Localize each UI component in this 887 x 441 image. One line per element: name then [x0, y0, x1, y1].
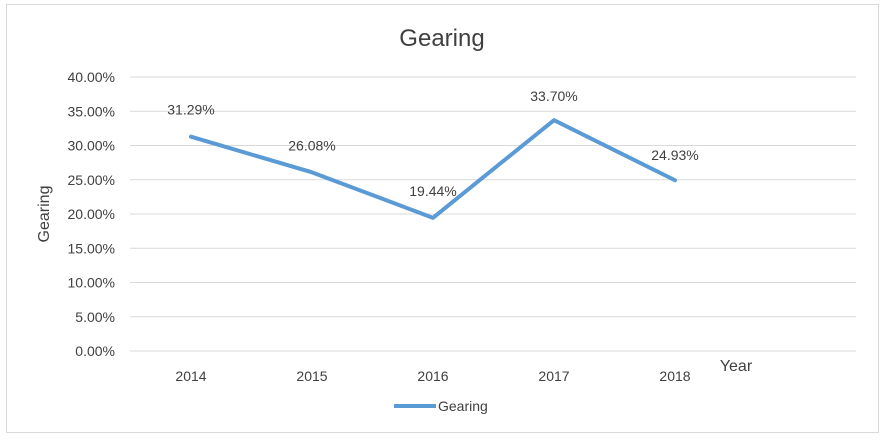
x-tick-label: 2015	[296, 368, 327, 384]
y-axis-ticks: 0.00% 5.00% 10.00% 15.00% 20.00% 25.00% 30.00%…	[68, 69, 115, 359]
data-label: 26.08%	[288, 137, 335, 153]
data-label: 31.29%	[167, 102, 214, 118]
legend-label: Gearing	[438, 398, 488, 414]
chart-frame	[6, 4, 879, 433]
legend: Gearing	[394, 398, 488, 414]
data-label: 19.44%	[409, 183, 456, 199]
y-tick-label: 0.00%	[75, 343, 115, 359]
gridlines	[130, 76, 856, 352]
chart-title: Gearing	[399, 25, 484, 52]
data-labels: 31.29% 26.08% 19.44% 33.70% 24.93%	[167, 88, 698, 199]
x-tick-label: 2016	[417, 368, 448, 384]
series-group	[189, 118, 677, 220]
y-tick-label: 35.00%	[68, 103, 115, 119]
y-tick-label: 5.00%	[75, 309, 115, 325]
y-tick-label: 30.00%	[68, 138, 115, 154]
x-axis-ticks: 2014 2015 2016 2017 2018	[175, 368, 690, 384]
x-tick-label: 2018	[659, 368, 690, 384]
y-tick-label: 40.00%	[68, 69, 115, 85]
series-line	[189, 118, 677, 220]
x-tick-label: 2017	[538, 368, 569, 384]
y-tick-label: 10.00%	[68, 275, 115, 291]
y-tick-label: 20.00%	[68, 206, 115, 222]
data-label: 33.70%	[530, 88, 577, 104]
y-tick-label: 25.00%	[68, 172, 115, 188]
y-axis-label: Gearing	[36, 186, 53, 243]
x-axis-label: Year	[720, 358, 753, 375]
y-tick-label: 15.00%	[68, 240, 115, 256]
x-tick-label: 2014	[175, 368, 206, 384]
data-label: 24.93%	[651, 147, 698, 163]
